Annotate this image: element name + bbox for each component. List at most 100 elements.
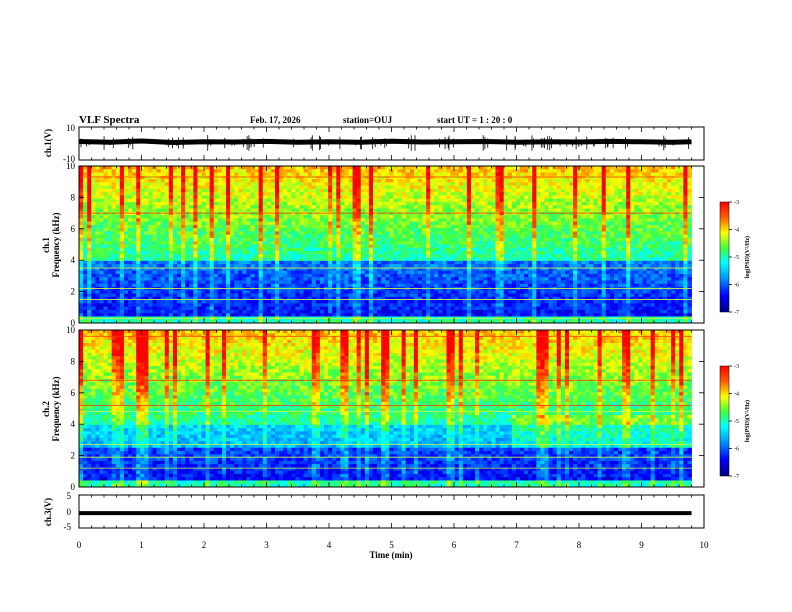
heatmap-cell xyxy=(299,195,304,200)
heatmap-cell xyxy=(381,182,386,187)
heatmap-cell xyxy=(205,241,211,245)
heatmap-cell xyxy=(601,175,607,180)
heatmap-cell xyxy=(352,179,358,183)
heatmap-cell xyxy=(507,218,513,223)
heatmap-cell xyxy=(385,224,390,229)
heatmap-cell xyxy=(536,169,541,173)
heatmap-cell xyxy=(258,251,264,255)
heatmap-cell xyxy=(458,221,464,226)
heatmap-cell xyxy=(577,192,582,196)
heatmap-cell xyxy=(332,231,337,236)
heatmap-cell xyxy=(511,169,517,173)
heatmap-cell xyxy=(646,221,652,226)
heatmap-cell xyxy=(287,195,292,200)
heatmap-cell xyxy=(389,198,394,203)
heatmap-cell xyxy=(336,260,341,265)
heatmap-cell xyxy=(589,228,594,232)
heatmap-cell xyxy=(95,231,100,236)
heatmap-cell xyxy=(140,264,145,268)
heatmap-cell xyxy=(336,221,341,226)
heatmap-cell xyxy=(544,241,549,245)
heatmap-cell xyxy=(307,215,313,219)
heatmap-cell xyxy=(254,254,260,258)
heatmap-cell xyxy=(230,221,235,226)
heatmap-cell xyxy=(160,247,166,252)
heatmap-cell xyxy=(291,208,296,213)
heatmap-cell xyxy=(221,264,227,268)
heatmap-cell xyxy=(177,205,182,209)
heatmap-cell xyxy=(368,201,374,206)
heatmap-cell xyxy=(532,224,537,229)
heatmap-cell xyxy=(536,192,541,196)
heatmap-cell xyxy=(328,241,333,245)
heatmap-cell xyxy=(115,218,121,223)
heatmap-cell xyxy=(499,218,505,223)
heatmap-cell xyxy=(242,166,247,170)
heatmap-cell xyxy=(348,264,353,268)
heatmap-cell xyxy=(642,192,647,196)
heatmap-cell xyxy=(209,179,215,183)
heatmap-cell xyxy=(544,257,549,262)
heatmap-cell xyxy=(450,228,456,232)
heatmap-cell xyxy=(209,208,215,213)
heatmap-cell xyxy=(111,270,117,275)
heatmap-cell xyxy=(491,205,496,209)
heatmap-cell xyxy=(177,208,182,213)
heatmap-cell xyxy=(466,234,472,239)
heatmap-cell xyxy=(687,192,692,196)
heatmap-cell xyxy=(589,257,594,262)
heatmap-cell xyxy=(577,241,582,245)
heatmap-cell xyxy=(230,175,235,180)
heatmap-cell xyxy=(454,205,460,209)
heatmap-cell xyxy=(511,254,517,258)
heatmap-cell xyxy=(662,198,668,203)
heatmap-cell xyxy=(344,241,349,245)
heatmap-cell xyxy=(466,264,472,268)
heatmap-cell xyxy=(536,251,541,255)
heatmap-cell xyxy=(548,179,554,183)
heatmap-cell xyxy=(634,172,639,177)
heatmap-cell xyxy=(95,218,100,223)
heatmap-cell xyxy=(548,175,554,180)
heatmap-cell xyxy=(393,182,398,187)
heatmap-cell xyxy=(295,244,300,249)
heatmap-cell xyxy=(275,244,280,249)
heatmap-cell xyxy=(319,251,325,255)
heatmap-cell xyxy=(377,188,382,193)
heatmap-cell xyxy=(246,198,251,203)
heatmap-cell xyxy=(642,234,647,239)
heatmap-cell xyxy=(209,264,215,268)
heatmap-cell xyxy=(217,267,223,272)
heatmap-cell xyxy=(381,221,386,226)
heatmap-cell xyxy=(667,179,672,183)
heatmap-cell xyxy=(434,228,439,232)
heatmap-cell xyxy=(356,231,362,236)
heatmap-cell xyxy=(328,244,333,249)
heatmap-cell xyxy=(430,218,435,223)
heatmap-cell xyxy=(638,231,643,236)
heatmap-cell xyxy=(262,195,268,200)
heatmap-cell xyxy=(99,241,104,245)
heatmap-cell xyxy=(552,228,558,232)
heatmap-cell xyxy=(687,195,692,200)
heatmap-cell xyxy=(185,218,190,223)
heatmap-cell xyxy=(328,166,333,170)
heatmap-cell xyxy=(491,251,496,255)
heatmap-cell xyxy=(128,264,133,268)
heatmap-cell xyxy=(254,241,260,245)
heatmap-cell xyxy=(487,215,492,219)
heatmap-cell xyxy=(221,237,227,242)
heatmap-cell xyxy=(667,237,672,242)
heatmap-cell xyxy=(413,224,419,229)
heatmap-cell xyxy=(324,237,329,242)
heatmap-cell xyxy=(217,208,223,213)
heatmap-cell xyxy=(144,237,149,242)
heatmap-cell xyxy=(128,267,133,272)
heatmap-cell xyxy=(234,244,239,249)
heatmap-cell xyxy=(597,251,603,255)
heatmap-cell xyxy=(136,185,141,190)
heatmap-cell xyxy=(258,198,264,203)
heatmap-cell xyxy=(230,260,235,265)
heatmap-cell xyxy=(577,175,582,180)
heatmap-cell xyxy=(483,244,488,249)
